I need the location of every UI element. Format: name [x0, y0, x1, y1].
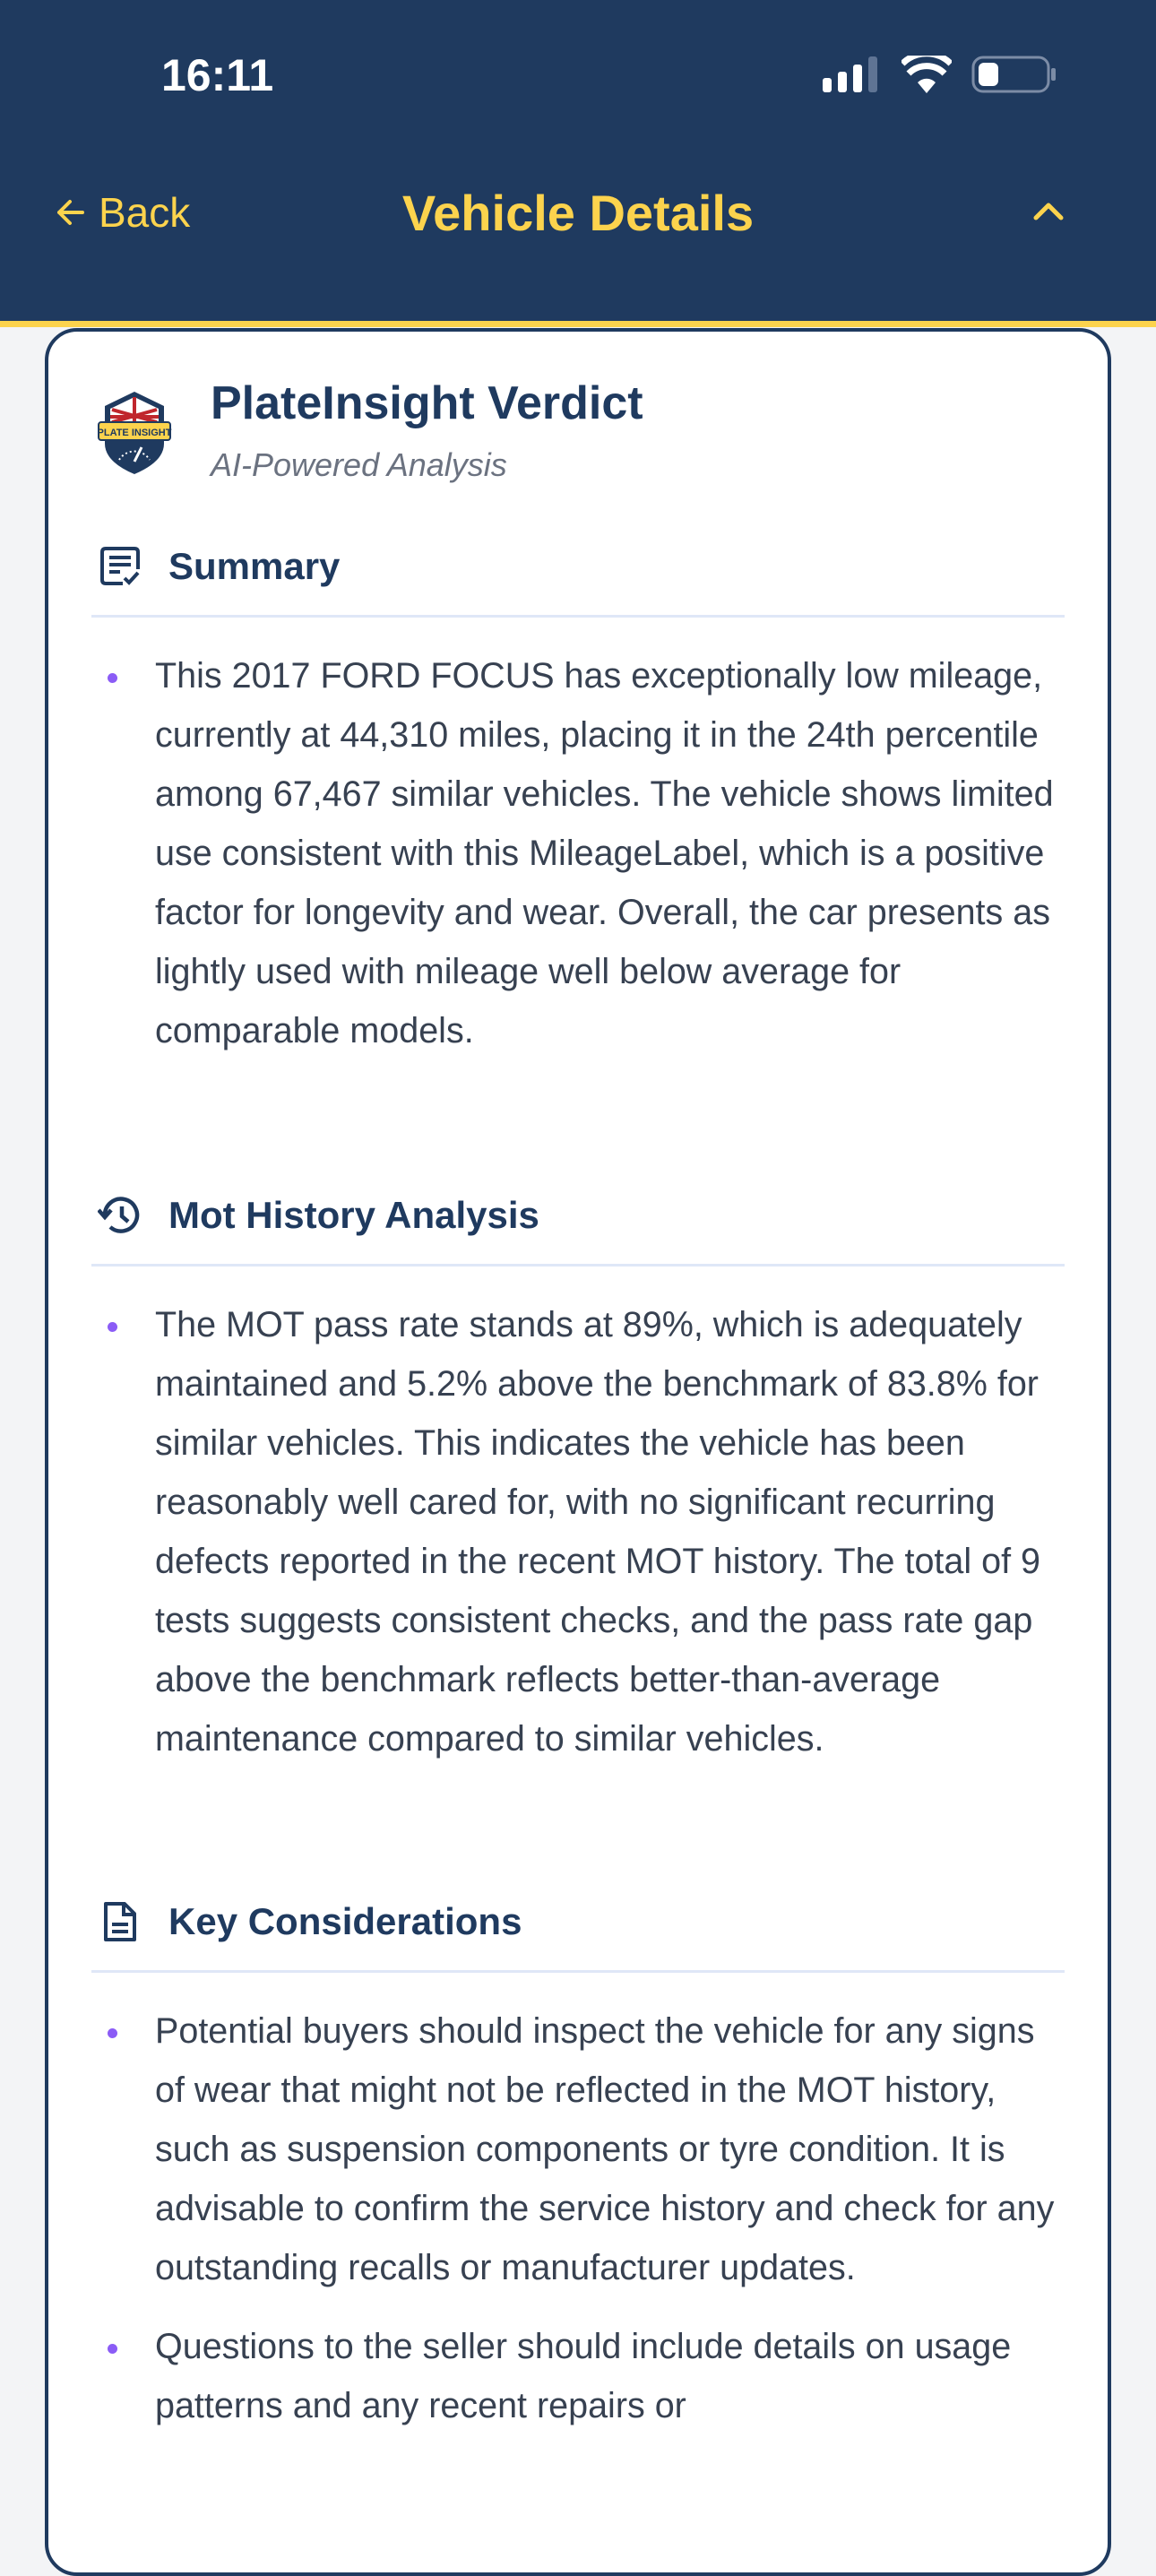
bullet-icon: [108, 2344, 117, 2354]
section-divider: [91, 615, 1065, 618]
list-item: Questions to the seller should include d…: [91, 2317, 1065, 2435]
wifi-icon: [902, 56, 952, 93]
summary-checklist-icon: [95, 544, 145, 589]
list-item: Potential buyers should inspect the vehi…: [91, 2001, 1065, 2297]
verdict-subtitle: AI-Powered Analysis: [211, 446, 507, 483]
list-item: The MOT pass rate stands at 89%, which i…: [91, 1295, 1065, 1768]
list-item: This 2017 FORD FOCUS has exceptionally l…: [91, 646, 1065, 1060]
section-title: Key Considerations: [168, 1900, 522, 1942]
bullet-text: The MOT pass rate stands at 89%, which i…: [155, 1305, 1041, 1759]
bullet-icon: [108, 2028, 117, 2038]
battery-icon: [971, 56, 1056, 93]
arrow-left-icon: [57, 200, 84, 225]
section-title: Summary: [168, 545, 341, 587]
back-label: Back: [99, 189, 191, 236]
summary-section: Summary This 2017 FORD FOCUS has excepti…: [91, 540, 1065, 1080]
mot-history-section: Mot History Analysis The MOT pass rate s…: [91, 1189, 1065, 1788]
section-divider: [91, 1970, 1065, 1973]
app-header: [0, 0, 1156, 321]
bullet-icon: [108, 1322, 117, 1332]
svg-text:PLATE INSIGHT: PLATE INSIGHT: [98, 428, 172, 438]
section-divider: [91, 1264, 1065, 1266]
plate-insight-logo: PLATE INSIGHT: [98, 392, 172, 474]
bullet-icon: [108, 673, 117, 683]
chevron-up-icon[interactable]: [1031, 193, 1066, 229]
bullet-text: This 2017 FORD FOCUS has exceptionally l…: [155, 656, 1054, 1050]
verdict-title: PlateInsight Verdict: [211, 377, 643, 429]
document-icon: [95, 1899, 145, 1944]
back-button[interactable]: Back: [54, 188, 190, 237]
status-time: 16:11: [161, 50, 274, 100]
bullet-text: Questions to the seller should include d…: [155, 2327, 1012, 2425]
history-icon: [95, 1193, 145, 1238]
status-icons: [823, 56, 1057, 93]
section-title: Mot History Analysis: [168, 1194, 539, 1236]
bullet-text: Potential buyers should inspect the vehi…: [155, 2011, 1055, 2287]
page-title: Vehicle Details: [401, 185, 755, 241]
cellular-signal-icon: [823, 56, 877, 92]
key-considerations-section: Key Considerations Potential buyers shou…: [91, 1895, 1065, 2455]
header-accent-line: [0, 321, 1156, 327]
